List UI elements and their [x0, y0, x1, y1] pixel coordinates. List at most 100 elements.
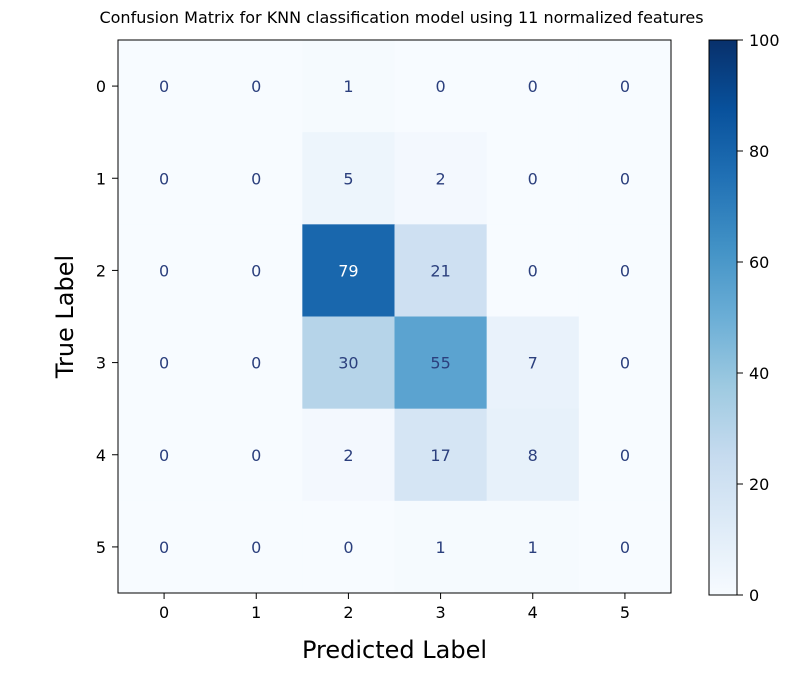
colorbar-tick-label: 40	[749, 364, 769, 383]
cell-value-label: 0	[528, 169, 538, 188]
heatmap-cell	[118, 132, 211, 225]
heatmap-cell	[302, 316, 395, 410]
heatmap-cell	[118, 408, 211, 502]
heatmap-cell	[486, 40, 580, 133]
heatmap-cell	[394, 408, 488, 502]
cell-value-label: 5	[343, 169, 353, 188]
heatmap-cell	[578, 408, 672, 502]
x-tick-label: 1	[251, 603, 261, 622]
cell-value-label: 79	[338, 261, 358, 280]
colorbar-tick-label: 100	[749, 31, 780, 50]
heatmap-cell	[578, 132, 672, 225]
cell-value-label: 0	[251, 354, 261, 373]
colorbar-tick-label: 60	[749, 253, 769, 272]
y-tick-label: 0	[96, 77, 106, 96]
cell-labels: 0 0 1 0 0 0 0 0 5 2 0 0 0 0 79 21 0 0 0 0 30 55 7 0 0 0 2 17 8 0 0 0 0 1 1…	[159, 77, 630, 557]
heatmap-cell	[302, 500, 395, 594]
heatmap-cell	[578, 500, 672, 594]
cell-value-label: 0	[620, 354, 630, 373]
heatmap-cell	[210, 500, 303, 594]
x-tick-label: 4	[528, 603, 538, 622]
cell-value-label: 0	[435, 77, 445, 96]
cell-value-label: 2	[343, 446, 353, 465]
heatmap-cell	[302, 132, 395, 225]
cell-value-label: 8	[528, 446, 538, 465]
heatmap-cell	[210, 316, 303, 410]
x-axis-label: Predicted Label	[302, 636, 487, 664]
heatmap-cell	[210, 408, 303, 502]
cell-value-label: 0	[159, 169, 169, 188]
cell-value-label: 0	[159, 354, 169, 373]
heatmap-cell	[394, 40, 488, 133]
y-tick-label: 5	[96, 538, 106, 557]
heatmap-cell	[118, 500, 211, 594]
cell-value-label: 30	[338, 354, 358, 373]
cell-value-label: 0	[343, 538, 353, 557]
heatmap-cell	[486, 408, 580, 502]
x-tick-label: 5	[620, 603, 630, 622]
chart-title: Confusion Matrix for KNN classification …	[99, 8, 704, 27]
cell-value-label: 0	[159, 538, 169, 557]
heatmap-cell	[394, 132, 488, 225]
heatmap-cell	[578, 316, 672, 410]
cell-value-label: 0	[159, 261, 169, 280]
cell-value-label: 1	[435, 538, 445, 557]
x-axis-ticks: 0 1 2 3 4 5	[159, 593, 630, 622]
colorbar-tick-label: 80	[749, 142, 769, 161]
cell-value-label: 17	[430, 446, 450, 465]
heatmap-cell	[578, 224, 672, 317]
heatmap-cell	[302, 408, 395, 502]
cell-value-label: 0	[620, 261, 630, 280]
heatmap-cell	[210, 132, 303, 225]
y-axis-label: True Label	[51, 255, 79, 379]
heatmap-cell	[486, 224, 580, 317]
heatmap-cell	[118, 224, 211, 317]
heatmap-cell	[394, 500, 488, 594]
heatmap-cell	[210, 40, 303, 133]
cell-value-label: 0	[620, 538, 630, 557]
cell-value-label: 55	[430, 354, 450, 373]
cell-value-label: 0	[620, 169, 630, 188]
heatmap-cell	[302, 40, 395, 133]
colorbar-tick-label: 0	[749, 586, 759, 605]
heatmap-cell	[394, 224, 488, 317]
y-tick-label: 1	[96, 169, 106, 188]
heatmap-cell	[118, 40, 211, 133]
cell-value-label: 0	[528, 77, 538, 96]
cell-value-label: 21	[430, 261, 450, 280]
y-tick-label: 3	[96, 354, 106, 373]
x-tick-label: 3	[435, 603, 445, 622]
heatmap-cell	[578, 40, 672, 133]
cell-value-label: 0	[620, 446, 630, 465]
cell-value-label: 0	[251, 538, 261, 557]
cell-value-label: 0	[251, 446, 261, 465]
x-tick-label: 2	[343, 603, 353, 622]
y-tick-label: 4	[96, 446, 106, 465]
cell-value-label: 0	[620, 77, 630, 96]
heatmap-cell	[394, 316, 488, 410]
cell-value-label: 0	[528, 261, 538, 280]
heatmap-cells	[118, 40, 672, 594]
colorbar	[708, 39, 738, 596]
heatmap-cell	[210, 224, 303, 317]
y-axis-ticks: 0 1 2 3 4 5	[96, 77, 118, 557]
heatmap-cell	[486, 500, 580, 594]
cell-value-label: 1	[528, 538, 538, 557]
x-tick-label: 0	[159, 603, 169, 622]
cell-value-label: 0	[251, 169, 261, 188]
colorbar-ticks: 0 20 40 60 80 100	[737, 31, 780, 605]
y-tick-label: 2	[96, 261, 106, 280]
cell-value-label: 1	[343, 77, 353, 96]
heatmap-cell	[118, 316, 211, 410]
cell-value-label: 2	[435, 169, 445, 188]
heatmap-cell	[486, 316, 580, 410]
heatmap-cell	[486, 132, 580, 225]
heatmap-cell	[302, 224, 395, 317]
cell-value-label: 0	[251, 261, 261, 280]
cell-value-label: 0	[159, 77, 169, 96]
cell-value-label: 7	[528, 354, 538, 373]
plot-frame	[117, 39, 672, 594]
cell-value-label: 0	[251, 77, 261, 96]
cell-value-label: 0	[159, 446, 169, 465]
